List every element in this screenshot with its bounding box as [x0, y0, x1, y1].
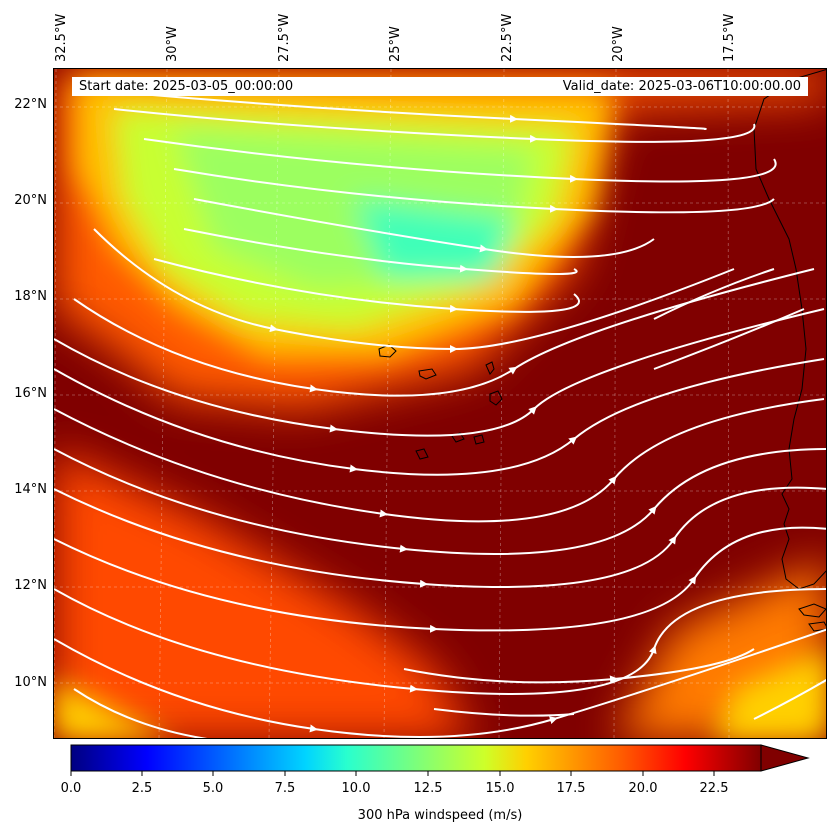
- lon-label: 32.5°W: [54, 13, 69, 62]
- valid-date-label: Valid_date: 2025-03-06T10:00:00.00: [490, 77, 808, 96]
- lat-label: 16°N: [14, 386, 47, 401]
- lon-label: 25°W: [388, 26, 403, 62]
- streamline: [93, 228, 735, 354]
- streamline: [54, 628, 826, 738]
- streamline: [173, 168, 775, 214]
- lat-label: 12°N: [14, 578, 47, 593]
- lat-label: 22°N: [14, 97, 47, 112]
- streamline: [54, 526, 826, 633]
- streamline: [113, 108, 756, 143]
- streamline: [83, 88, 707, 130]
- streamline: [403, 648, 755, 684]
- colorbar-tick-label: 17.5: [556, 781, 586, 796]
- colorbar-extend-arrow: [760, 744, 810, 772]
- streamline: [193, 198, 655, 258]
- streamline: [653, 268, 775, 320]
- streamlines: [54, 88, 826, 738]
- lon-label: 30°W: [165, 26, 180, 62]
- streamline: [753, 679, 826, 720]
- colorbar-gradient: [70, 744, 762, 772]
- colorbar-tick-label: 7.5: [274, 781, 296, 796]
- windspeed-map: [54, 69, 826, 738]
- colorbar-tick-label: 5.0: [202, 781, 224, 796]
- colorbar-tick-label: 22.5: [699, 781, 729, 796]
- colorbar-tick-label: 0.0: [60, 781, 82, 796]
- colorbar-tick-label: 15.0: [485, 781, 515, 796]
- streamline: [653, 308, 805, 370]
- lon-label: 27.5°W: [277, 13, 292, 62]
- colorbar: [70, 744, 810, 776]
- lon-label: 17.5°W: [722, 13, 737, 62]
- streamline: [143, 138, 777, 183]
- lat-label: 14°N: [14, 482, 47, 497]
- streamline: [73, 268, 815, 397]
- streamline: [54, 308, 825, 437]
- lat-label: 18°N: [14, 289, 47, 304]
- colorbar-ticks: [70, 771, 715, 776]
- streamline: [433, 708, 575, 717]
- streamline: [73, 688, 208, 738]
- start-date-label: Start date: 2025-03-05_00:00:00: [72, 77, 492, 96]
- lat-label: 10°N: [14, 675, 47, 690]
- colorbar-tick-label: 12.5: [413, 781, 443, 796]
- colorbar-tick-label: 2.5: [131, 781, 153, 796]
- streamline: [153, 258, 580, 313]
- colorbar-label: 300 hPa windspeed (m/s): [357, 808, 523, 823]
- colorbar-tick-label: 20.0: [628, 781, 658, 796]
- lat-label: 20°N: [14, 193, 47, 208]
- streamline: [54, 358, 825, 476]
- map-panel: [53, 68, 827, 739]
- lon-label: 20°W: [611, 26, 626, 62]
- streamline: [183, 228, 578, 275]
- streamline: [54, 588, 826, 695]
- colorbar-tick-label: 10.0: [341, 781, 371, 796]
- lon-label: 22.5°W: [500, 13, 515, 62]
